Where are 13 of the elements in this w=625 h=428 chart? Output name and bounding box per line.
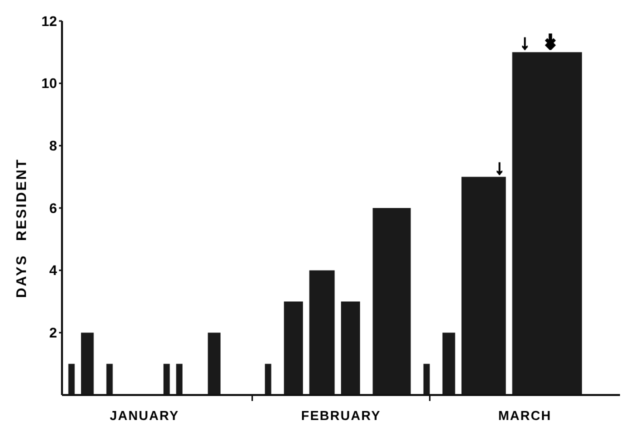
y-tick-label: 2: [49, 324, 58, 341]
y-tick-label: 6: [49, 200, 58, 216]
x-tick-label: JANUARY: [110, 408, 180, 423]
y-axis-title: DAYS RESIDENT: [13, 158, 29, 298]
annotation: ↓: [520, 32, 530, 54]
annotation: ↡: [542, 32, 559, 54]
y-tick-label: 12: [41, 12, 58, 29]
y-tick-label: 4: [49, 262, 58, 278]
y-tick-label: 10: [41, 75, 58, 92]
annotation: ↓: [494, 156, 505, 179]
x-tick-label: FEBRUARY: [301, 408, 381, 423]
x-tick-label: MARCH: [498, 408, 552, 423]
y-tick-label: 8: [49, 138, 58, 154]
